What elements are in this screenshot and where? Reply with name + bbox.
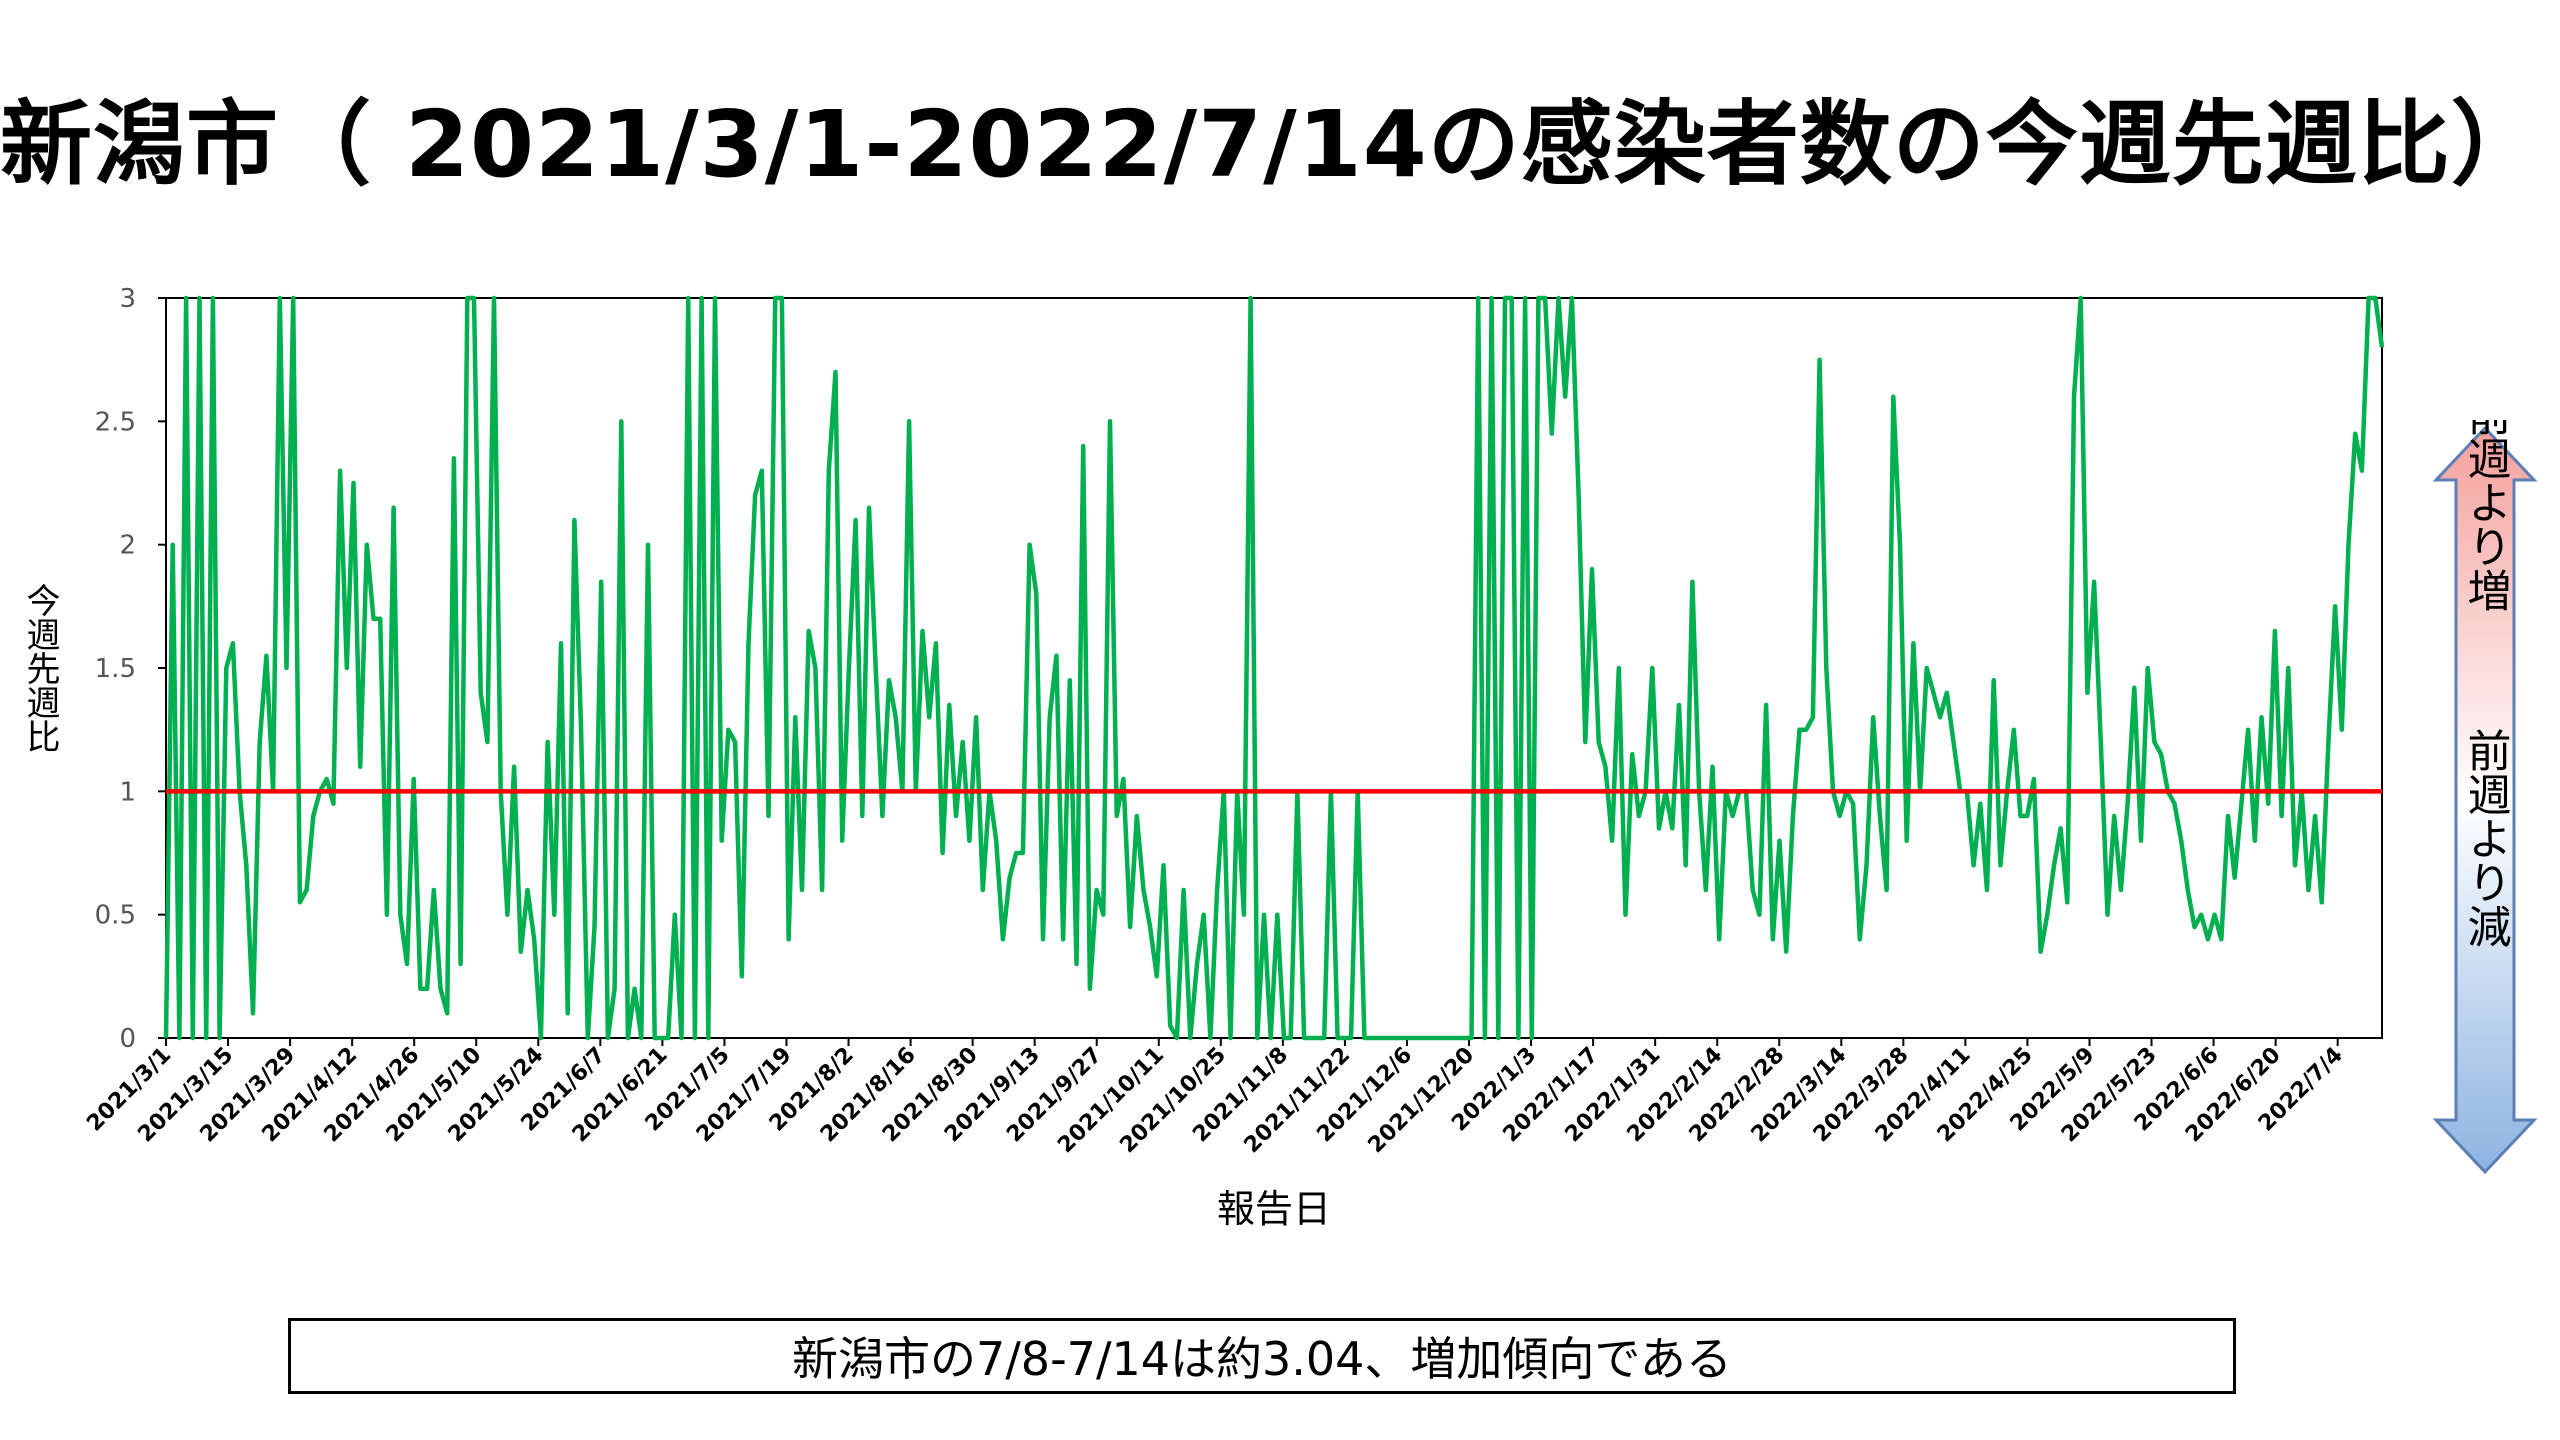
y-axis-ticks: 0 0.5 1 1.5 2 2.5 3	[95, 284, 166, 1054]
x-axis-label: 報告日	[1217, 1187, 1331, 1231]
y-tick-label: 0	[119, 1024, 136, 1054]
increase-decrease-arrow: 前週より増 前週より減	[2432, 420, 2538, 1175]
plot-area-border	[165, 297, 2383, 1039]
y-tick-label: 1.5	[95, 654, 136, 684]
x-axis-ticks: 2021/3/12021/3/152021/3/292021/4/122021/…	[82, 1038, 2348, 1158]
arrow-shape	[2432, 425, 2538, 1175]
up-label: 前週より増	[2460, 420, 2511, 612]
series-line	[163, 295, 2385, 1041]
y-tick-label: 0.5	[95, 901, 136, 931]
summary-note-text: 新潟市の7/8-7/14は約3.04、増加傾向である	[792, 1332, 1732, 1386]
y-tick-label: 2.5	[95, 407, 136, 437]
y-tick-label: 3	[119, 284, 136, 314]
y-tick-label: 1	[119, 777, 136, 807]
y-axis-label: 今週先週比	[20, 583, 60, 753]
y-tick-label: 2	[119, 531, 136, 561]
chart-title: 新潟市（ 2021/3/1-2022/7/14の感染者数の今週先週比）	[0, 91, 2544, 198]
summary-note: 新潟市の7/8-7/14は約3.04、増加傾向である	[288, 1318, 2236, 1394]
down-label: 前週より減	[2460, 728, 2511, 948]
line-chart: 0 0.5 1 1.5 2 2.5 3 2021/3/12021/3/152021/3/29…	[20, 284, 2385, 1231]
